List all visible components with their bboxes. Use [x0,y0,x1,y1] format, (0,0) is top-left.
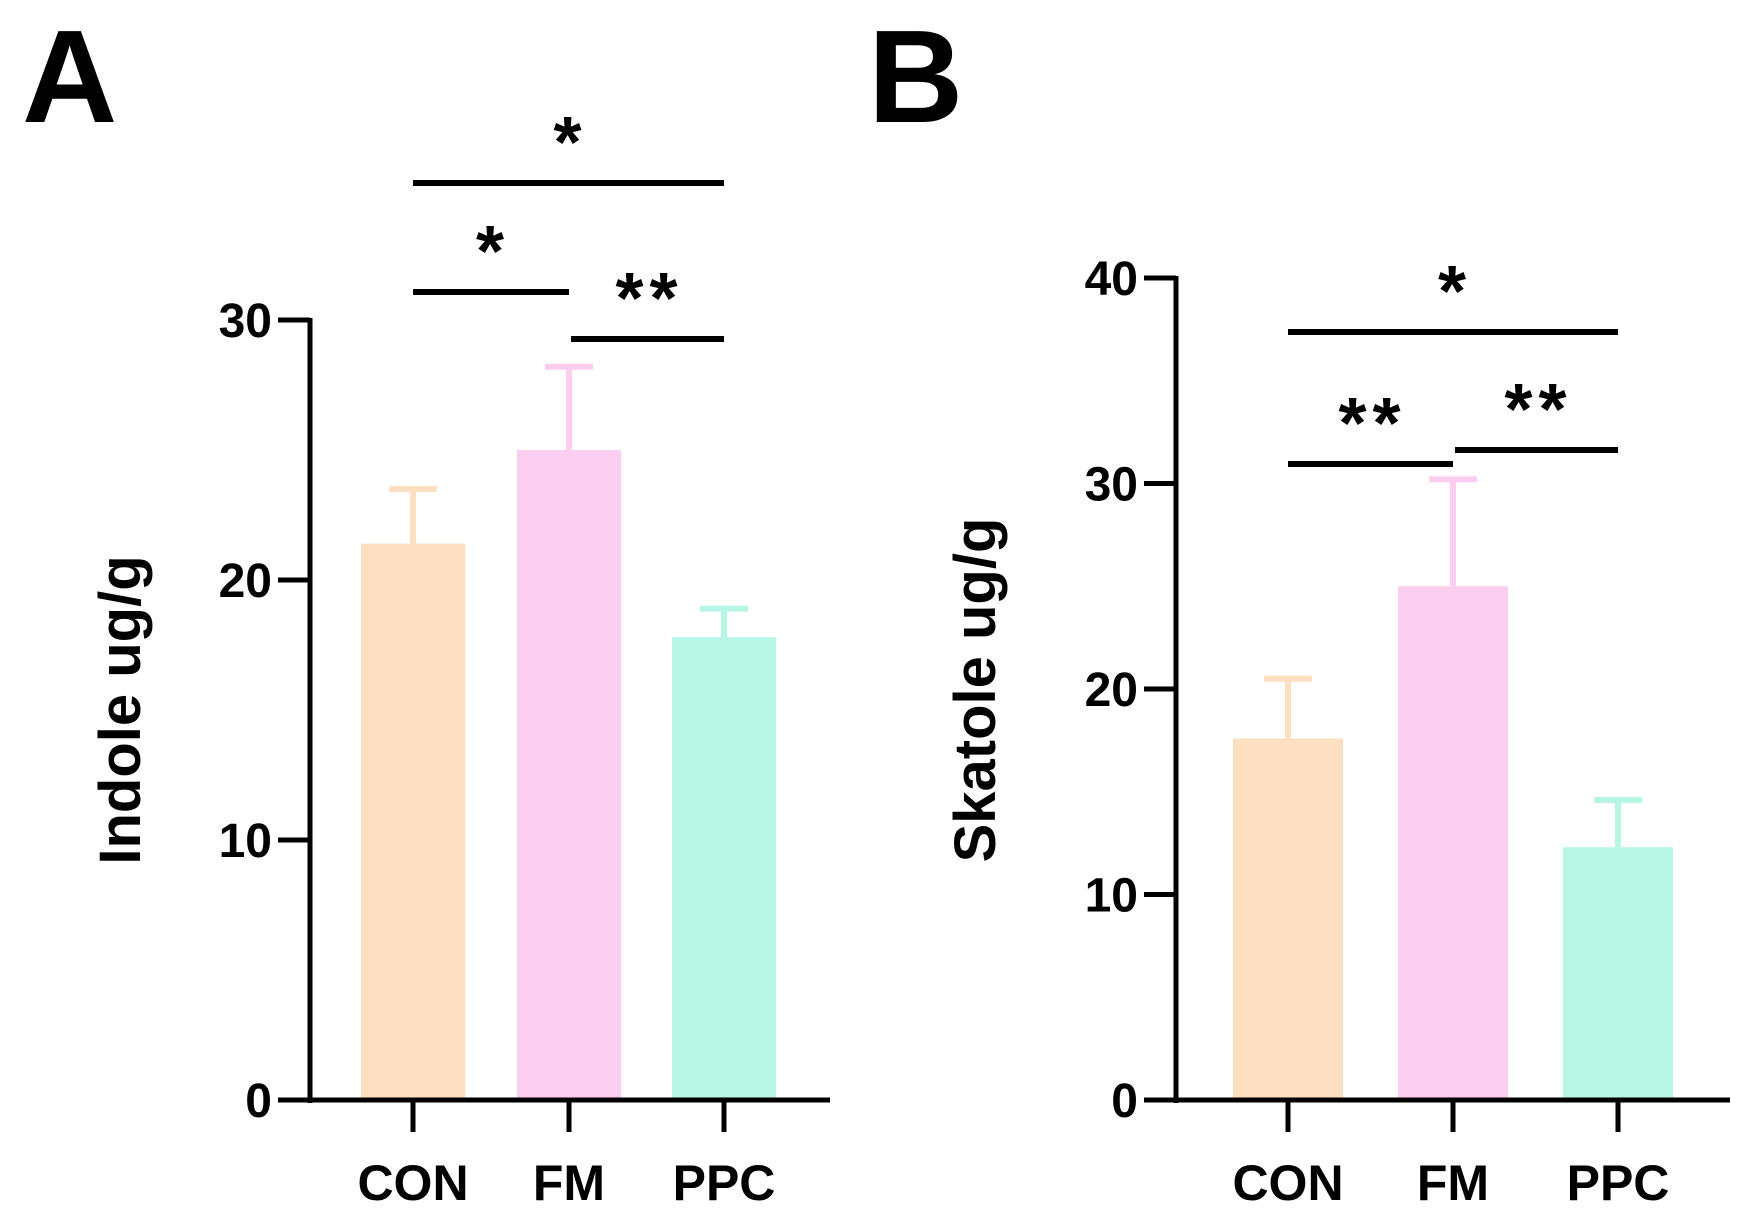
y-axis-title: Indole ug/g [88,555,153,864]
bar-PPC [672,637,776,1100]
significance-label: * [476,212,510,292]
y-tick-label: 10 [219,815,272,868]
x-tick-label-PPC: PPC [673,1155,776,1211]
y-tick-label: 20 [1085,664,1138,717]
bar-FM [1398,586,1508,1100]
y-tick-label: 20 [219,555,272,608]
x-tick-label-CON: CON [1232,1155,1343,1211]
x-tick-label-FM: FM [1417,1155,1489,1211]
significance-label: ** [615,259,683,339]
bar-FM [517,450,621,1100]
y-tick-label: 0 [1111,1075,1138,1128]
panel-label-a: A [22,3,117,150]
y-tick-label: 30 [219,295,272,348]
x-tick-label-FM: FM [533,1155,605,1211]
significance-label: ** [1504,370,1572,450]
x-tick-label-PPC: PPC [1567,1155,1670,1211]
y-tick-label: 40 [1085,253,1138,306]
significance-label: ** [1338,384,1406,464]
bar-CON [361,543,465,1100]
bar-CON [1233,738,1343,1100]
significance-label: * [1438,252,1472,332]
y-tick-label: 0 [245,1075,272,1128]
panel-label-b: B [868,3,963,150]
y-tick-label: 30 [1085,459,1138,512]
x-tick-label-CON: CON [357,1155,468,1211]
significance-label: * [553,103,587,183]
y-tick-label: 10 [1085,870,1138,923]
bar-PPC [1563,847,1673,1100]
y-axis-title: Skatole ug/g [943,518,1008,863]
